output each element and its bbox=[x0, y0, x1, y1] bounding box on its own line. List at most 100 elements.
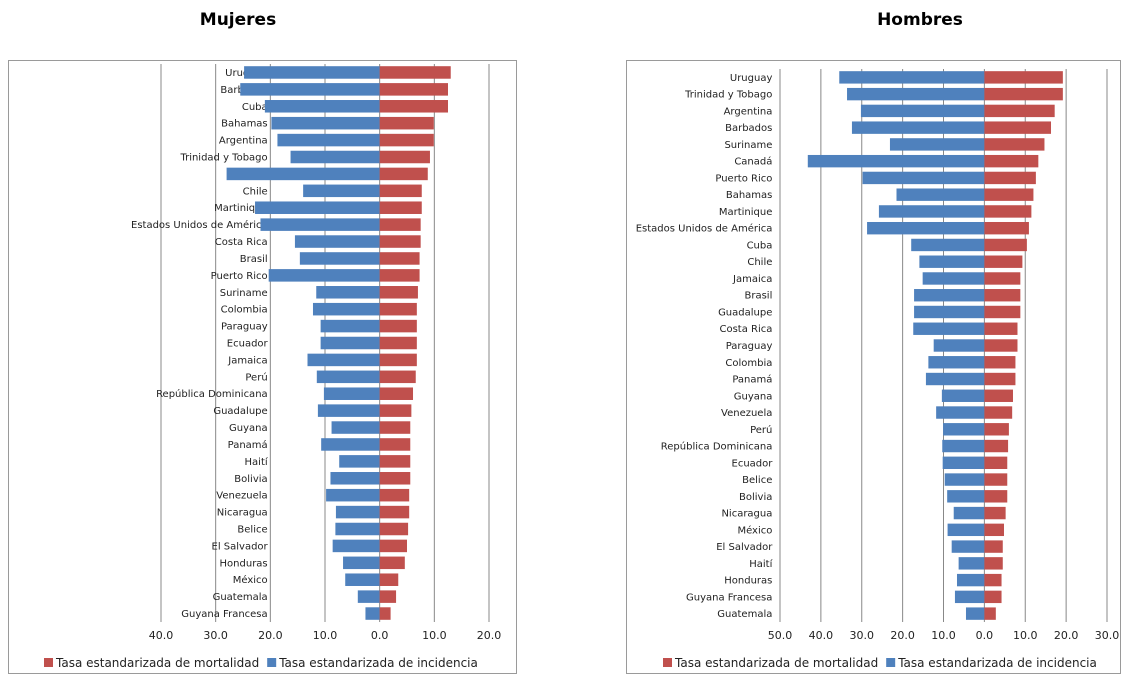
category-label-colombia: Colombia bbox=[221, 305, 268, 316]
category-label-trinidad-y-tobago: Trinidad y Tobago bbox=[179, 153, 267, 164]
bar-mortalidad-mexico bbox=[379, 573, 399, 586]
bar-mortalidad-guyana-francesa bbox=[379, 607, 391, 620]
bar-mortalidad-colombia bbox=[379, 302, 417, 316]
category-label-argentina: Argentina bbox=[724, 106, 773, 117]
bar-incidencia-suriname bbox=[889, 138, 985, 151]
bar-mortalidad-bahamas bbox=[379, 116, 434, 130]
bar-incidencia-panama bbox=[321, 438, 380, 451]
bar-incidencia-costa-rica bbox=[294, 235, 380, 248]
category-label-belice: Belice bbox=[742, 475, 772, 486]
bar-incidencia-puerto-rico bbox=[862, 171, 985, 185]
x-tick-label: 30.0 bbox=[1095, 629, 1120, 642]
category-label-mexico: México bbox=[737, 524, 772, 536]
bar-incidencia-guatemala bbox=[965, 607, 985, 620]
bar-mortalidad-panama bbox=[379, 438, 411, 451]
category-label-trinidad-y-tobago: Trinidad y Tobago bbox=[684, 90, 772, 101]
category-label-peru: Perú bbox=[245, 371, 267, 383]
category-label-el-salvador: El Salvador bbox=[716, 542, 773, 553]
bar-incidencia-belice bbox=[335, 522, 380, 536]
bar-incidencia-martinique bbox=[878, 205, 985, 218]
bar-mortalidad-uruguay bbox=[984, 71, 1063, 84]
x-tick-label: 20.0 bbox=[477, 629, 502, 642]
bar-incidencia-chile bbox=[303, 184, 380, 198]
category-label-paraguay: Paraguay bbox=[726, 341, 773, 352]
bar-mortalidad-uruguay bbox=[379, 66, 451, 79]
category-label-brasil: Brasil bbox=[240, 254, 268, 265]
category-label-guyana-francesa: Guyana Francesa bbox=[181, 609, 267, 620]
bar-incidencia-paraguay bbox=[320, 319, 380, 333]
category-label-honduras: Honduras bbox=[220, 558, 268, 569]
category-label-panama: Panamá bbox=[228, 439, 268, 451]
x-tick-label: 30.0 bbox=[203, 629, 228, 642]
bar-mortalidad-el-salvador bbox=[379, 539, 407, 553]
bar-mortalidad-brasil bbox=[379, 252, 420, 265]
category-label-nicaragua: Nicaragua bbox=[217, 508, 268, 519]
bar-mortalidad-martinique bbox=[984, 205, 1032, 218]
bar-incidencia-nicaragua bbox=[335, 505, 380, 519]
bar-incidencia-haiti bbox=[339, 455, 380, 468]
bar-mortalidad-guatemala bbox=[984, 607, 996, 620]
bar-incidencia-uruguay bbox=[244, 66, 380, 79]
category-label-puerto-rico: Puerto Rico bbox=[211, 271, 268, 282]
bar-mortalidad-chile bbox=[984, 255, 1023, 268]
legend-label-mortalidad: Tasa estandarizada de mortalidad bbox=[674, 656, 878, 670]
bar-mortalidad-el-salvador bbox=[984, 540, 1003, 553]
x-tick-label: 10.0 bbox=[931, 629, 956, 642]
bar-incidencia-haiti bbox=[958, 557, 985, 570]
bar-incidencia-guatemala bbox=[357, 590, 380, 603]
bar-mortalidad-bolivia bbox=[984, 490, 1008, 503]
bar-mortalidad-estados-unidos-de-america bbox=[984, 221, 1029, 235]
category-label-bolivia: Bolivia bbox=[234, 474, 267, 485]
bar-incidencia-bolivia bbox=[947, 490, 985, 503]
bar-mortalidad-republica-dominicana bbox=[984, 439, 1009, 453]
bar-mortalidad-republica-dominicana bbox=[379, 387, 414, 400]
category-label-haiti: Haití bbox=[749, 558, 773, 570]
category-label-bahamas: Bahamas bbox=[221, 119, 268, 130]
bar-incidencia-honduras bbox=[956, 573, 985, 587]
bar-mortalidad-canada bbox=[984, 154, 1039, 168]
category-label-republica-dominicana: República Dominicana bbox=[661, 441, 773, 453]
bar-mortalidad-cuba bbox=[984, 238, 1027, 252]
bar-mortalidad-guadalupe bbox=[379, 404, 412, 417]
category-label-estados-unidos-de-america: Estados Unidos de América bbox=[636, 223, 773, 235]
category-label-barbados: Barbados bbox=[725, 123, 772, 134]
bar-incidencia-republica-dominicana bbox=[323, 387, 380, 400]
category-label-el-salvador: El Salvador bbox=[212, 541, 269, 552]
bar-incidencia-estados-unidos-de-america bbox=[260, 218, 380, 231]
bar-mortalidad-trinidad-y-tobago bbox=[379, 150, 430, 164]
bar-incidencia-bahamas bbox=[271, 116, 380, 130]
category-label-estados-unidos-de-america: Estados Unidos de América bbox=[131, 219, 268, 231]
category-label-belice: Belice bbox=[237, 525, 267, 536]
bar-mortalidad-guyana-francesa bbox=[984, 590, 1002, 604]
category-label-cuba: Cuba bbox=[747, 240, 773, 251]
category-label-jamaica: Jamaica bbox=[227, 355, 267, 366]
bar-incidencia-estados-unidos-de-america bbox=[867, 221, 985, 235]
bar-incidencia-canada bbox=[807, 154, 985, 168]
bar-incidencia-jamaica bbox=[922, 272, 985, 285]
bar-incidencia-argentina bbox=[860, 104, 985, 118]
bar-incidencia-ecuador bbox=[942, 456, 985, 470]
bar-mortalidad-belice bbox=[984, 473, 1008, 486]
x-tick-label: 10.0 bbox=[1013, 629, 1038, 642]
bar-mortalidad-panama bbox=[984, 372, 1016, 386]
chart-svg-mujeres: 40.030.020.010.00.010.020.0UruguayBarbad… bbox=[44, 64, 502, 670]
chart-title-mujeres: Mujeres bbox=[199, 10, 277, 30]
bar-mortalidad-peru bbox=[379, 370, 416, 384]
legend-swatch-incidencia bbox=[267, 658, 277, 667]
bar-mortalidad-haiti bbox=[984, 557, 1003, 570]
category-label-paraguay: Paraguay bbox=[221, 322, 268, 333]
x-tick-label: 40.0 bbox=[809, 629, 834, 642]
x-tick-label: 40.0 bbox=[149, 629, 174, 642]
category-label-guyana: Guyana bbox=[734, 391, 773, 402]
bar-incidencia-uruguay bbox=[839, 71, 985, 84]
bar-mortalidad-costa-rica bbox=[984, 322, 1018, 335]
bar-mortalidad-bolivia bbox=[379, 472, 411, 485]
bar-mortalidad-cuba bbox=[379, 100, 448, 113]
category-label-ecuador: Ecuador bbox=[732, 458, 774, 469]
bar-incidencia-costa-rica bbox=[913, 322, 985, 335]
x-tick-label: 0.0 bbox=[976, 629, 994, 642]
chart-svg-hombres: 50.0 40.0 30.0 20.0 10.0 0.0 10.0 20.0 30.0 Urugu… bbox=[636, 69, 1120, 670]
bar-incidencia-peru bbox=[943, 423, 985, 436]
bar-mortalidad-argentina bbox=[379, 133, 434, 147]
bar-mortalidad-trinidad-y-tobago bbox=[984, 87, 1063, 101]
